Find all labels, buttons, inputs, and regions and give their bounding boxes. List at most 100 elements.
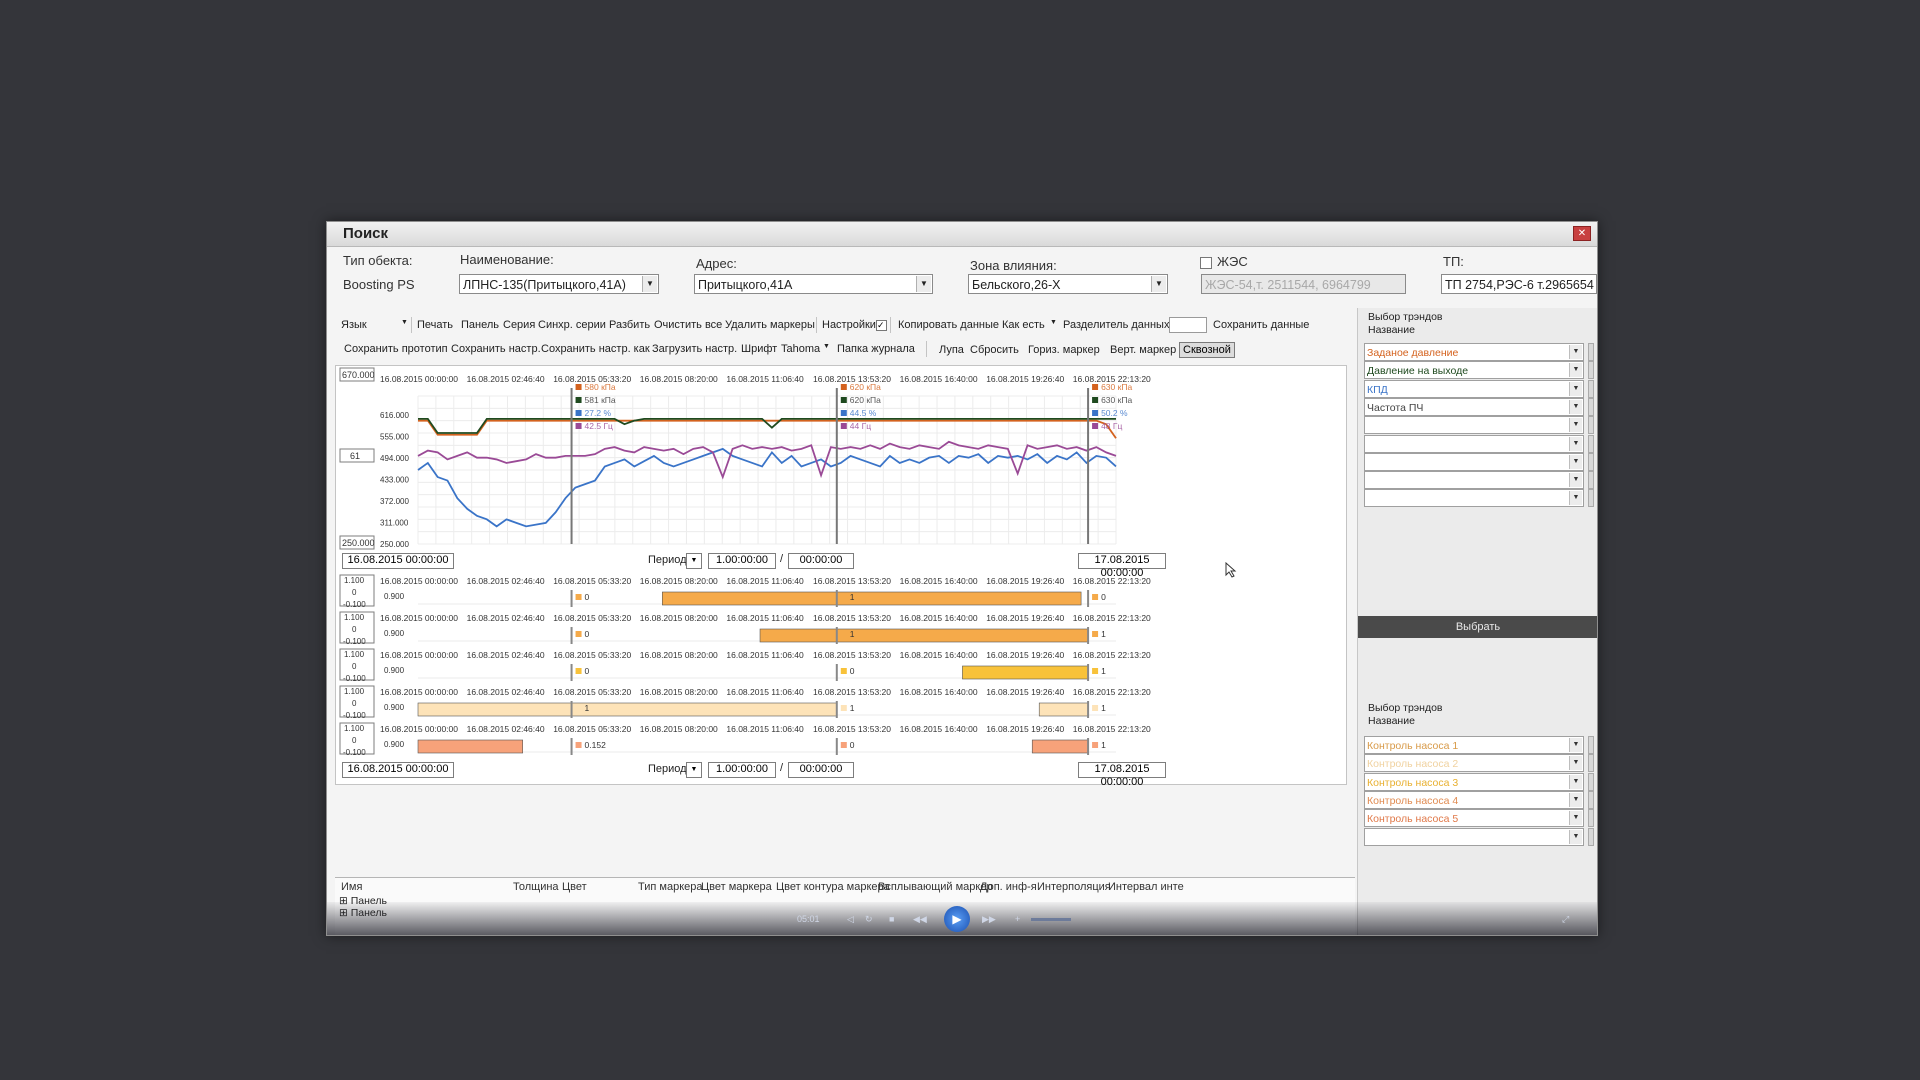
fullscreen-icon[interactable]: ⤢ xyxy=(1562,914,1570,924)
save-data-button[interactable]: Сохранить данные xyxy=(1213,319,1310,331)
period-offset-field[interactable]: 00:00:00 xyxy=(788,553,854,569)
period-start-field-2[interactable]: 16.08.2015 00:00:00 xyxy=(342,762,454,778)
chevron-down-icon[interactable]: ▼ xyxy=(1569,345,1582,359)
play-icon[interactable]: ▶ xyxy=(944,906,970,932)
volume-icon[interactable]: ◁ xyxy=(847,914,854,924)
grid-column-header[interactable]: Имя xyxy=(341,881,363,893)
print-button[interactable]: Печать xyxy=(417,319,454,331)
reset-button[interactable]: Сбросить xyxy=(970,344,1019,356)
log-folder-button[interactable]: Папка журнала xyxy=(837,343,915,355)
stop-icon[interactable]: ■ xyxy=(889,914,895,924)
trend-side-button[interactable] xyxy=(1588,736,1594,754)
load-settings-button[interactable]: Загрузить настр. xyxy=(652,343,738,355)
delete-markers-button[interactable]: Удалить маркеры xyxy=(725,319,815,331)
save-settings-button[interactable]: Сохранить настр. xyxy=(451,343,541,355)
chevron-down-icon[interactable]: ▼ xyxy=(686,553,702,569)
chevron-down-icon[interactable]: ▼ xyxy=(1569,363,1582,378)
trend-side-button[interactable] xyxy=(1588,452,1594,471)
trend-side-button[interactable] xyxy=(1588,827,1594,846)
zhes-checkbox[interactable] xyxy=(1200,257,1212,269)
rewind-icon[interactable]: ◀◀ xyxy=(913,914,927,924)
chevron-down-icon[interactable]: ▼ xyxy=(1569,381,1582,396)
period-end-field-2[interactable]: 17.08.2015 00:00:00 xyxy=(1078,762,1166,788)
clear-all-button[interactable]: Очистить все xyxy=(654,319,723,331)
chevron-down-icon[interactable]: ▼ xyxy=(916,276,931,292)
settings-button[interactable]: Настройки xyxy=(822,319,876,331)
chevron-down-icon[interactable]: ▼ xyxy=(1569,756,1582,771)
font-menu[interactable]: Tahoma xyxy=(781,343,821,355)
zone-select[interactable]: Бельского,26-Х ▼ xyxy=(968,274,1168,294)
expand-icon[interactable]: ⊞ xyxy=(339,895,351,907)
trend-side-button[interactable] xyxy=(1588,361,1594,380)
period-value-field[interactable]: 1.00:00:00 xyxy=(708,553,776,569)
select-button[interactable]: Выбрать xyxy=(1358,616,1597,638)
chevron-down-icon[interactable]: ▼ xyxy=(1569,811,1582,826)
trend-select[interactable]: Контроль насоса 3 ▼ xyxy=(1364,772,1584,791)
chevron-down-icon[interactable]: ▼ xyxy=(1569,399,1582,414)
chevron-down-icon[interactable]: ▼ xyxy=(1050,319,1057,326)
trend-side-button[interactable] xyxy=(1588,471,1594,490)
grid-column-header[interactable]: Толщина xyxy=(513,881,559,893)
close-button[interactable]: ✕ xyxy=(1573,226,1591,241)
trend-side-button[interactable] xyxy=(1588,434,1594,453)
volume-slider[interactable] xyxy=(1031,918,1071,921)
chevron-down-icon[interactable]: ▼ xyxy=(1569,418,1582,433)
save-settings-as-button[interactable]: Сохранить настр. как xyxy=(541,343,650,355)
trend-side-button[interactable] xyxy=(1588,416,1594,435)
trend-select[interactable]: Контроль насоса 4 ▼ xyxy=(1364,790,1584,809)
horiz-marker-button[interactable]: Гориз. маркер xyxy=(1028,344,1100,356)
save-prototype-button[interactable]: Сохранить прототип xyxy=(344,343,448,355)
trend-select[interactable]: Частота ПЧ ▼ xyxy=(1364,397,1584,416)
trend-side-button[interactable] xyxy=(1588,809,1594,828)
trend-select[interactable]: Контроль насоса 2 ▼ xyxy=(1364,754,1584,773)
trend-side-button[interactable] xyxy=(1588,772,1594,791)
chevron-down-icon[interactable]: ▼ xyxy=(823,343,830,350)
trend-select[interactable]: Заданое давление ▼ xyxy=(1364,343,1584,361)
grid-column-header[interactable]: Цвет xyxy=(562,881,587,893)
period-offset-field-2[interactable]: 00:00:00 xyxy=(788,762,854,778)
chevron-down-icon[interactable]: ▼ xyxy=(401,319,408,326)
grid-column-header[interactable]: Цвет маркера xyxy=(701,881,772,893)
language-menu[interactable]: Язык xyxy=(341,319,367,331)
as-is-menu[interactable]: Как есть xyxy=(1002,319,1045,331)
through-toggle[interactable]: Сквозной xyxy=(1179,342,1235,358)
grid-column-header[interactable]: Тип маркера xyxy=(638,881,703,893)
chevron-down-icon[interactable]: ▼ xyxy=(686,762,702,778)
chevron-down-icon[interactable]: ▼ xyxy=(1569,738,1582,752)
chevron-down-icon[interactable]: ▼ xyxy=(1569,436,1582,451)
chevron-down-icon[interactable]: ▼ xyxy=(1569,792,1582,807)
repeat-icon[interactable]: ↻ xyxy=(865,914,873,924)
period-end-field[interactable]: 17.08.2015 00:00:00 xyxy=(1078,553,1166,579)
trend-side-button[interactable] xyxy=(1588,754,1594,773)
tp-field[interactable]: ТП 2754,РЭС-6 т.2965654 xyxy=(1441,274,1597,294)
grid-column-header[interactable]: Всплывающий маркер xyxy=(878,881,993,893)
series-button[interactable]: Серия xyxy=(503,319,536,331)
volume-plus-icon[interactable]: + xyxy=(1015,914,1021,924)
name-select[interactable]: ЛПНС-135(Притыцкого,41А) ▼ xyxy=(459,274,659,294)
trend-select[interactable]: Давление на выходе ▼ xyxy=(1364,361,1584,380)
address-select[interactable]: Притыцкого,41А ▼ xyxy=(694,274,933,294)
trend-side-button[interactable] xyxy=(1588,397,1594,416)
chevron-down-icon[interactable]: ▼ xyxy=(1569,774,1582,789)
separator-input[interactable] xyxy=(1169,317,1207,333)
period-value-field-2[interactable]: 1.00:00:00 xyxy=(708,762,776,778)
trend-side-button[interactable] xyxy=(1588,379,1594,398)
chevron-down-icon[interactable]: ▼ xyxy=(642,276,657,292)
trend-select[interactable]: Контроль насоса 5 ▼ xyxy=(1364,809,1584,828)
magnifier-button[interactable]: Лупа xyxy=(939,344,964,356)
grid-column-header[interactable]: Интервал инте xyxy=(1108,881,1184,893)
sync-series-button[interactable]: Синхр. серии xyxy=(538,319,606,331)
forward-icon[interactable]: ▶▶ xyxy=(982,914,996,924)
settings-checkbox[interactable]: ✓ xyxy=(876,320,887,331)
trend-side-button[interactable] xyxy=(1588,489,1594,508)
grid-column-header[interactable]: Интерполяция xyxy=(1037,881,1111,893)
chevron-down-icon[interactable]: ▼ xyxy=(1151,276,1166,292)
trend-select[interactable]: Контроль насоса 1 ▼ xyxy=(1364,736,1584,754)
chevron-down-icon[interactable]: ▼ xyxy=(1569,829,1582,844)
panel-button[interactable]: Панель xyxy=(461,319,500,331)
chevron-down-icon[interactable]: ▼ xyxy=(1569,491,1582,506)
split-button[interactable]: Разбить xyxy=(609,319,651,331)
grid-column-header[interactable]: Цвет контура маркера xyxy=(776,881,890,893)
trend-select[interactable]: ▼ xyxy=(1364,489,1584,508)
vert-marker-button[interactable]: Верт. маркер xyxy=(1110,344,1177,356)
